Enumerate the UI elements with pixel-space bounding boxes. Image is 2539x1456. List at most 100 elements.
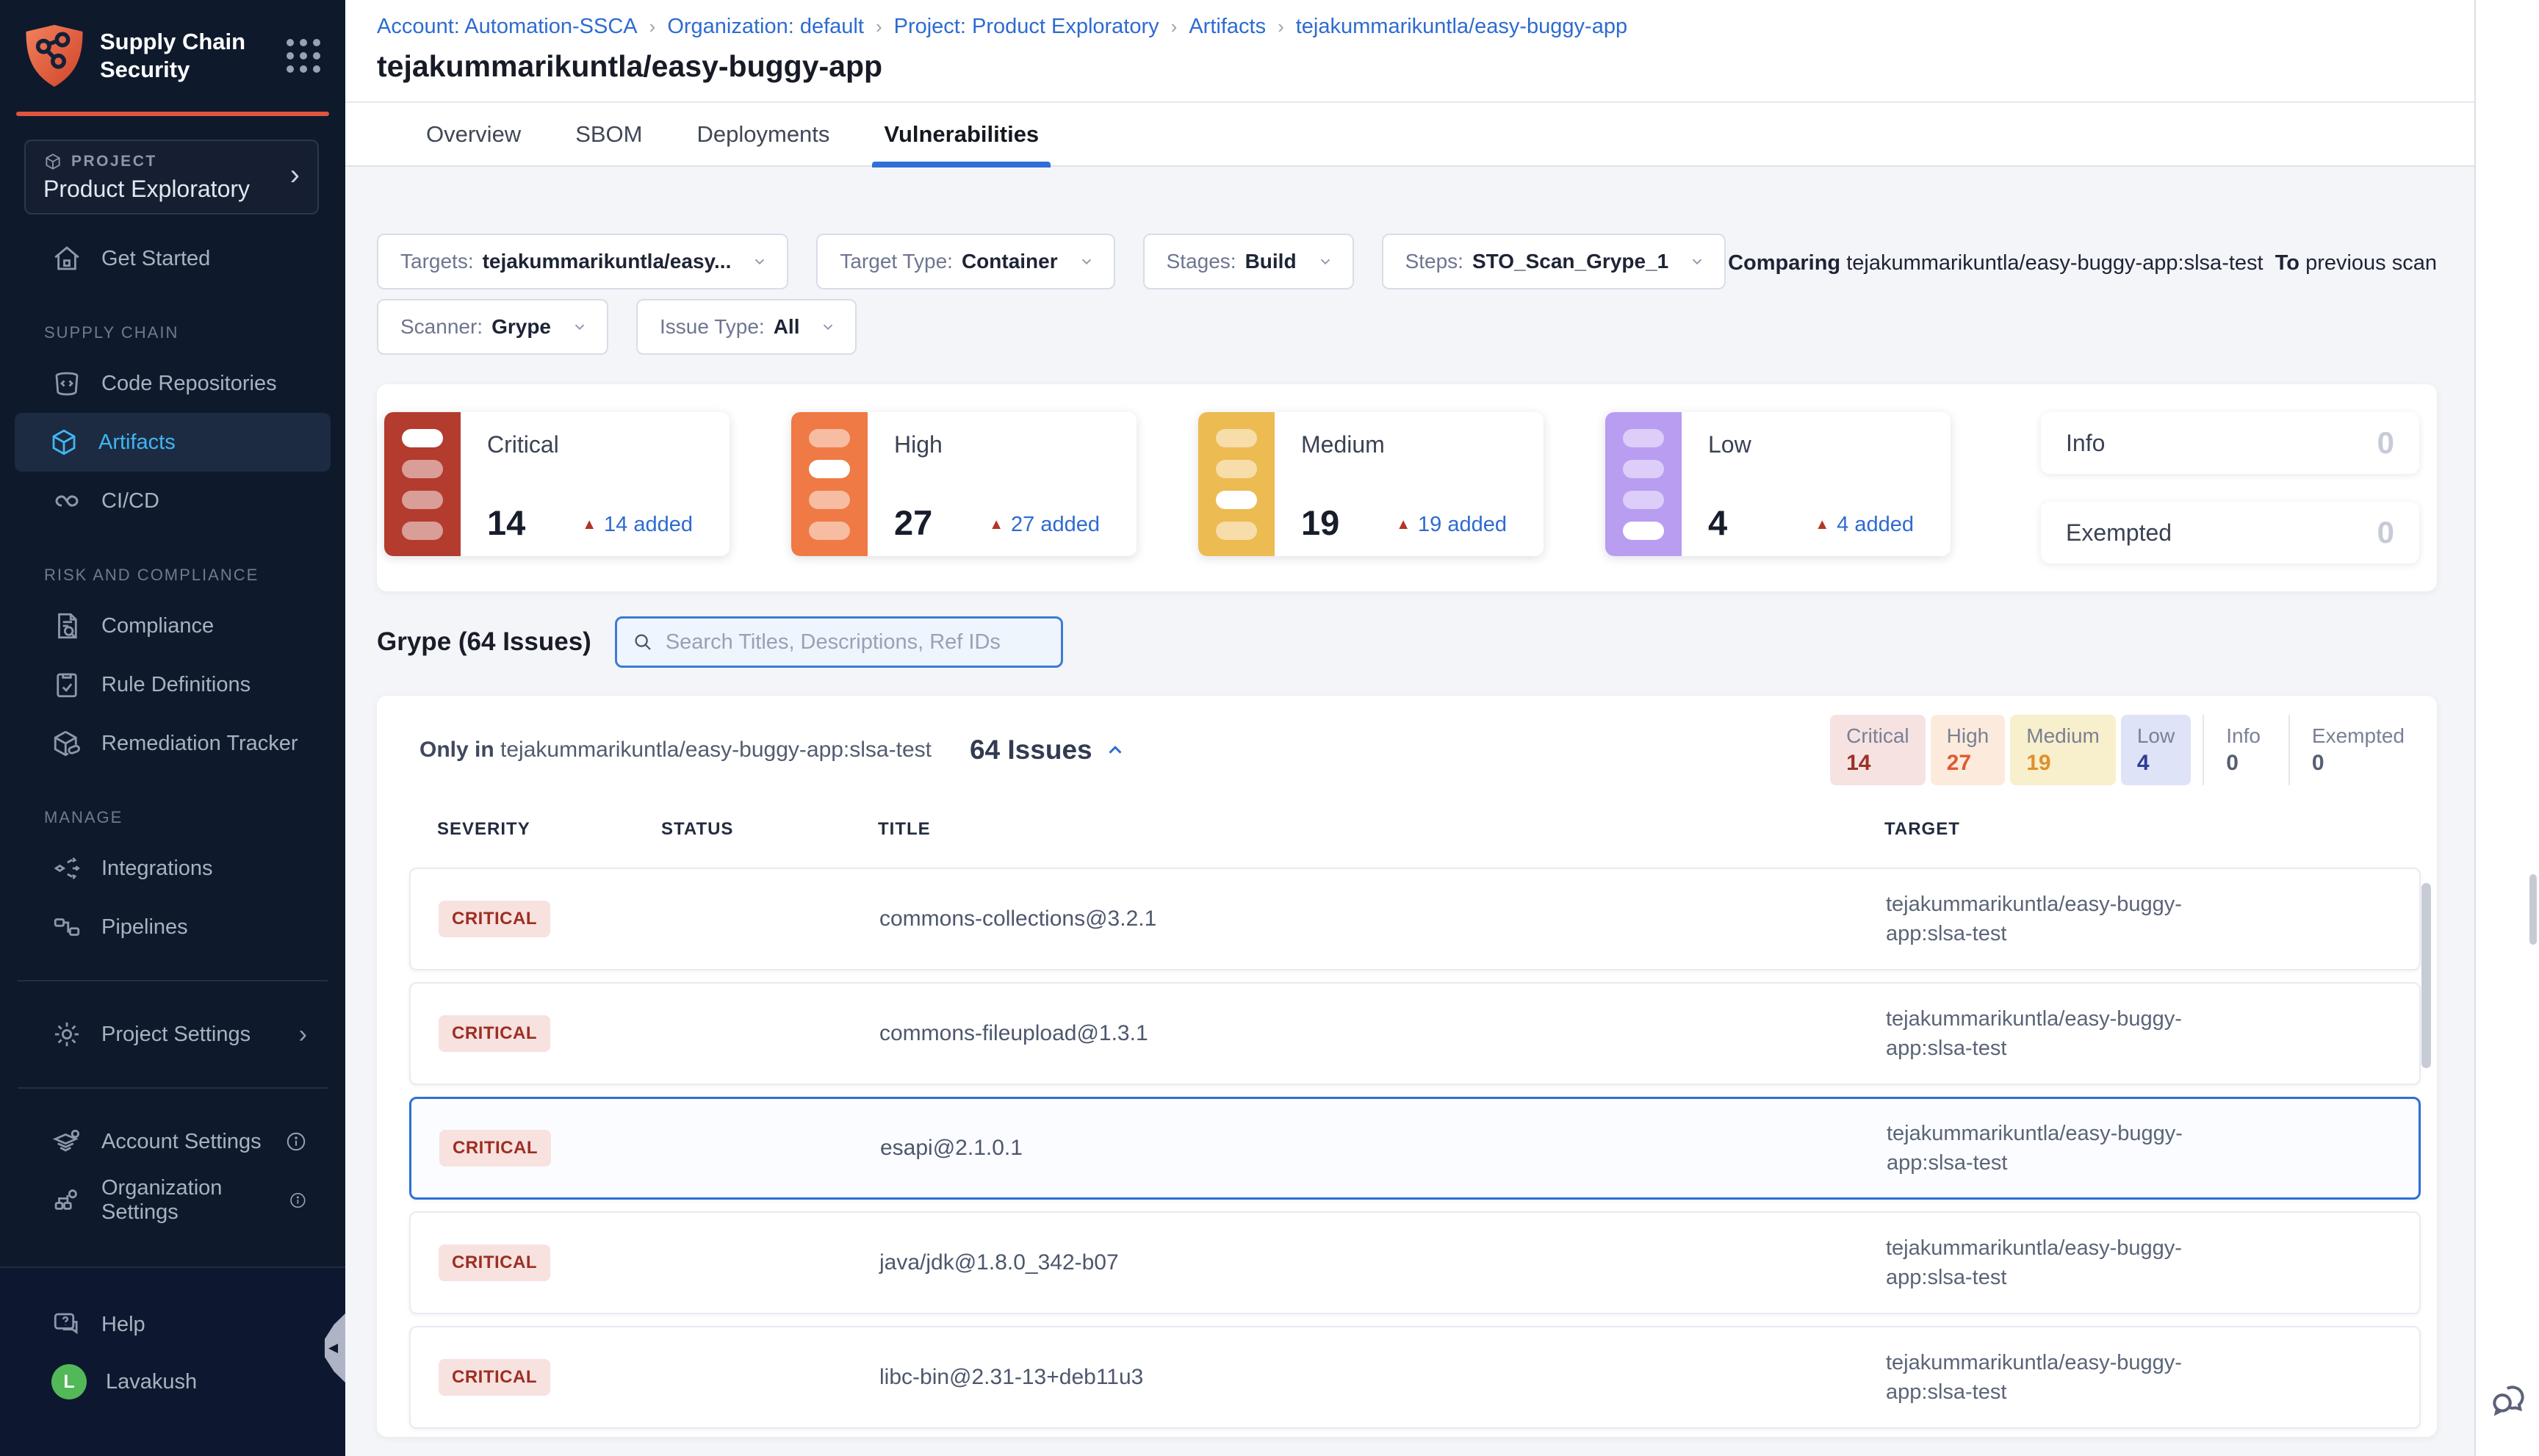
breadcrumb-project[interactable]: Project: Product Exploratory [893, 15, 1159, 38]
filter-targets[interactable]: Targets: tejakummarikuntla/easy... [377, 234, 789, 289]
sidebar-item-account-settings[interactable]: Account Settings [9, 1112, 336, 1171]
table-row[interactable]: CRITICAL commons-collections@3.2.1 tejak… [409, 868, 2421, 970]
table-row[interactable]: CRITICAL libc-bin@2.31-13+deb11u3 tejaku… [409, 1326, 2421, 1429]
low-count: 4 [1708, 503, 1728, 542]
search-input[interactable] [665, 630, 1046, 655]
help-chat-icon [54, 1313, 78, 1335]
tab-vulnerabilities[interactable]: Vulnerabilities [872, 103, 1051, 167]
breadcrumb: Account: Automation-SSCA › Organization: … [377, 15, 2474, 39]
sidebar-nav: Get Started SUPPLY CHAIN Code Repositori… [0, 229, 345, 1230]
nav-divider [18, 1087, 328, 1089]
brand-divider [16, 112, 329, 116]
sidebar-item-pipelines[interactable]: Pipelines [9, 898, 336, 956]
breadcrumb-separator-icon: › [649, 15, 656, 37]
breadcrumb-organization[interactable]: Organization: default [667, 15, 864, 38]
nav-section-manage: MANAGE [44, 808, 123, 826]
severity-band-high [791, 412, 868, 556]
issues-panel: Only in tejakummarikuntla/easy-buggy-app… [377, 696, 2437, 1437]
table-row-selected[interactable]: CRITICAL esapi@2.1.0.1 tejakummarikuntla… [409, 1097, 2421, 1200]
sidebar-item-code-repositories[interactable]: Code Repositories [9, 354, 336, 413]
issues-count-toggle[interactable]: 64 Issues [970, 735, 1126, 765]
issue-target: tejakummarikuntla/easy-buggy-app:slsa-te… [1886, 892, 2182, 945]
breadcrumb-separator-icon: › [1278, 15, 1284, 37]
severity-card-low[interactable]: Low 4 ▲ 4 added [1605, 412, 1951, 556]
infinity-icon [55, 495, 79, 507]
filter-target-type[interactable]: Target Type: Container [816, 234, 1115, 289]
code-repo-icon [55, 372, 79, 396]
high-count: 27 [894, 503, 933, 542]
list-scrollbar-thumb[interactable] [2421, 883, 2431, 1068]
triangle-up-icon: ▲ [1815, 516, 1830, 533]
filter-stages[interactable]: Stages: Build [1142, 234, 1354, 289]
issues-heading: Grype (64 Issues) [377, 627, 591, 656]
severity-card-critical[interactable]: Critical 14 ▲ 14 added [384, 412, 730, 556]
chevron-down-icon [1693, 259, 1702, 265]
breadcrumb-artifacts[interactable]: Artifacts [1189, 15, 1267, 38]
tab-sbom[interactable]: SBOM [575, 120, 643, 147]
sidebar-item-compliance[interactable]: Compliance [9, 597, 336, 655]
tab-overview[interactable]: Overview [426, 120, 522, 147]
chevron-right-icon: › [298, 1020, 307, 1048]
sidebar-item-cicd[interactable]: CI/CD [9, 472, 336, 530]
chevron-down-icon [755, 259, 765, 265]
chat-bubbles-icon[interactable] [2488, 1380, 2529, 1421]
chip-exempted[interactable]: Exempted 0 [2288, 715, 2421, 785]
sidebar-item-organization-settings[interactable]: Organization Settings [9, 1171, 336, 1230]
chevron-up-icon [1109, 746, 1122, 754]
breadcrumb-artifact-name[interactable]: tejakummarikuntla/easy-buggy-app [1295, 15, 1628, 38]
table-row[interactable]: CRITICAL java/jdk@1.8.0_342-b07 tejakumm… [409, 1211, 2421, 1314]
chip-high[interactable]: High 27 [1930, 715, 2006, 785]
chip-low[interactable]: Low 4 [2120, 715, 2192, 785]
clipboard-check-icon [57, 673, 77, 698]
home-icon [54, 246, 79, 270]
user-menu[interactable]: L Lavakush [9, 1353, 336, 1410]
help-button[interactable]: Help [9, 1296, 336, 1353]
triangle-up-icon: ▲ [1396, 516, 1411, 533]
chip-critical[interactable]: Critical 14 [1830, 715, 1926, 785]
issue-title: commons-collections@3.2.1 [879, 907, 1157, 931]
high-added: ▲ 27 added [989, 513, 1100, 536]
remediation-icon [54, 731, 80, 757]
column-severity: SEVERITY [437, 819, 530, 839]
filter-steps[interactable]: Steps: STO_Scan_Grype_1 [1381, 234, 1726, 289]
chevron-right-icon: › [289, 159, 300, 191]
issue-target: tejakummarikuntla/easy-buggy-app:slsa-te… [1886, 1236, 2182, 1289]
severity-badge: CRITICAL [439, 1244, 550, 1281]
breadcrumb-account[interactable]: Account: Automation-SSCA [377, 15, 638, 38]
tab-deployments[interactable]: Deployments [696, 120, 830, 147]
severity-badge: CRITICAL [439, 901, 550, 937]
avatar: L [51, 1364, 87, 1399]
severity-band-medium [1198, 412, 1275, 556]
triangle-up-icon: ▲ [582, 516, 597, 533]
chip-medium[interactable]: Medium 19 [2010, 715, 2116, 785]
table-row[interactable]: CRITICAL commons-fileupload@1.3.1 tejaku… [409, 982, 2421, 1085]
filters: Targets: tejakummarikuntla/easy... Targe… [377, 234, 2437, 355]
gear-icon [54, 1022, 79, 1047]
module-grid-icon[interactable] [287, 39, 320, 73]
info-icon[interactable] [289, 1189, 307, 1211]
sidebar: Supply Chain Security PROJECT Product Ex… [0, 0, 345, 1456]
search-icon [635, 634, 651, 650]
filter-scanner[interactable]: Scanner: Grype [377, 299, 609, 355]
info-icon[interactable] [285, 1131, 307, 1153]
page-scrollbar-thumb[interactable] [2529, 874, 2537, 945]
filter-issue-type[interactable]: Issue Type: All [636, 299, 857, 355]
nav-section-risk-compliance: RISK AND COMPLIANCE [44, 566, 259, 584]
search-box [614, 616, 1063, 668]
severity-summary: Critical 14 ▲ 14 added High 27 ▲ 27 added [377, 384, 2437, 591]
column-status: STATUS [661, 819, 734, 839]
sidebar-item-artifacts[interactable]: Artifacts [15, 413, 331, 472]
pipelines-icon [54, 918, 80, 936]
severity-card-high[interactable]: High 27 ▲ 27 added [791, 412, 1137, 556]
sidebar-item-remediation-tracker[interactable]: Remediation Tracker [9, 714, 336, 773]
project-selector[interactable]: PROJECT Product Exploratory › [24, 140, 319, 215]
sidebar-item-rule-definitions[interactable]: Rule Definitions [9, 655, 336, 714]
info-card[interactable]: Info 0 [2041, 412, 2419, 474]
severity-card-medium[interactable]: Medium 19 ▲ 19 added [1198, 412, 1544, 556]
sidebar-item-get-started[interactable]: Get Started [9, 229, 336, 288]
chip-info[interactable]: Info 0 [2203, 715, 2277, 785]
exempted-card[interactable]: Exempted 0 [2041, 502, 2419, 563]
sidebar-item-integrations[interactable]: Integrations [9, 839, 336, 898]
chevron-down-icon [824, 324, 833, 331]
sidebar-item-project-settings[interactable]: Project Settings › [9, 1005, 336, 1064]
